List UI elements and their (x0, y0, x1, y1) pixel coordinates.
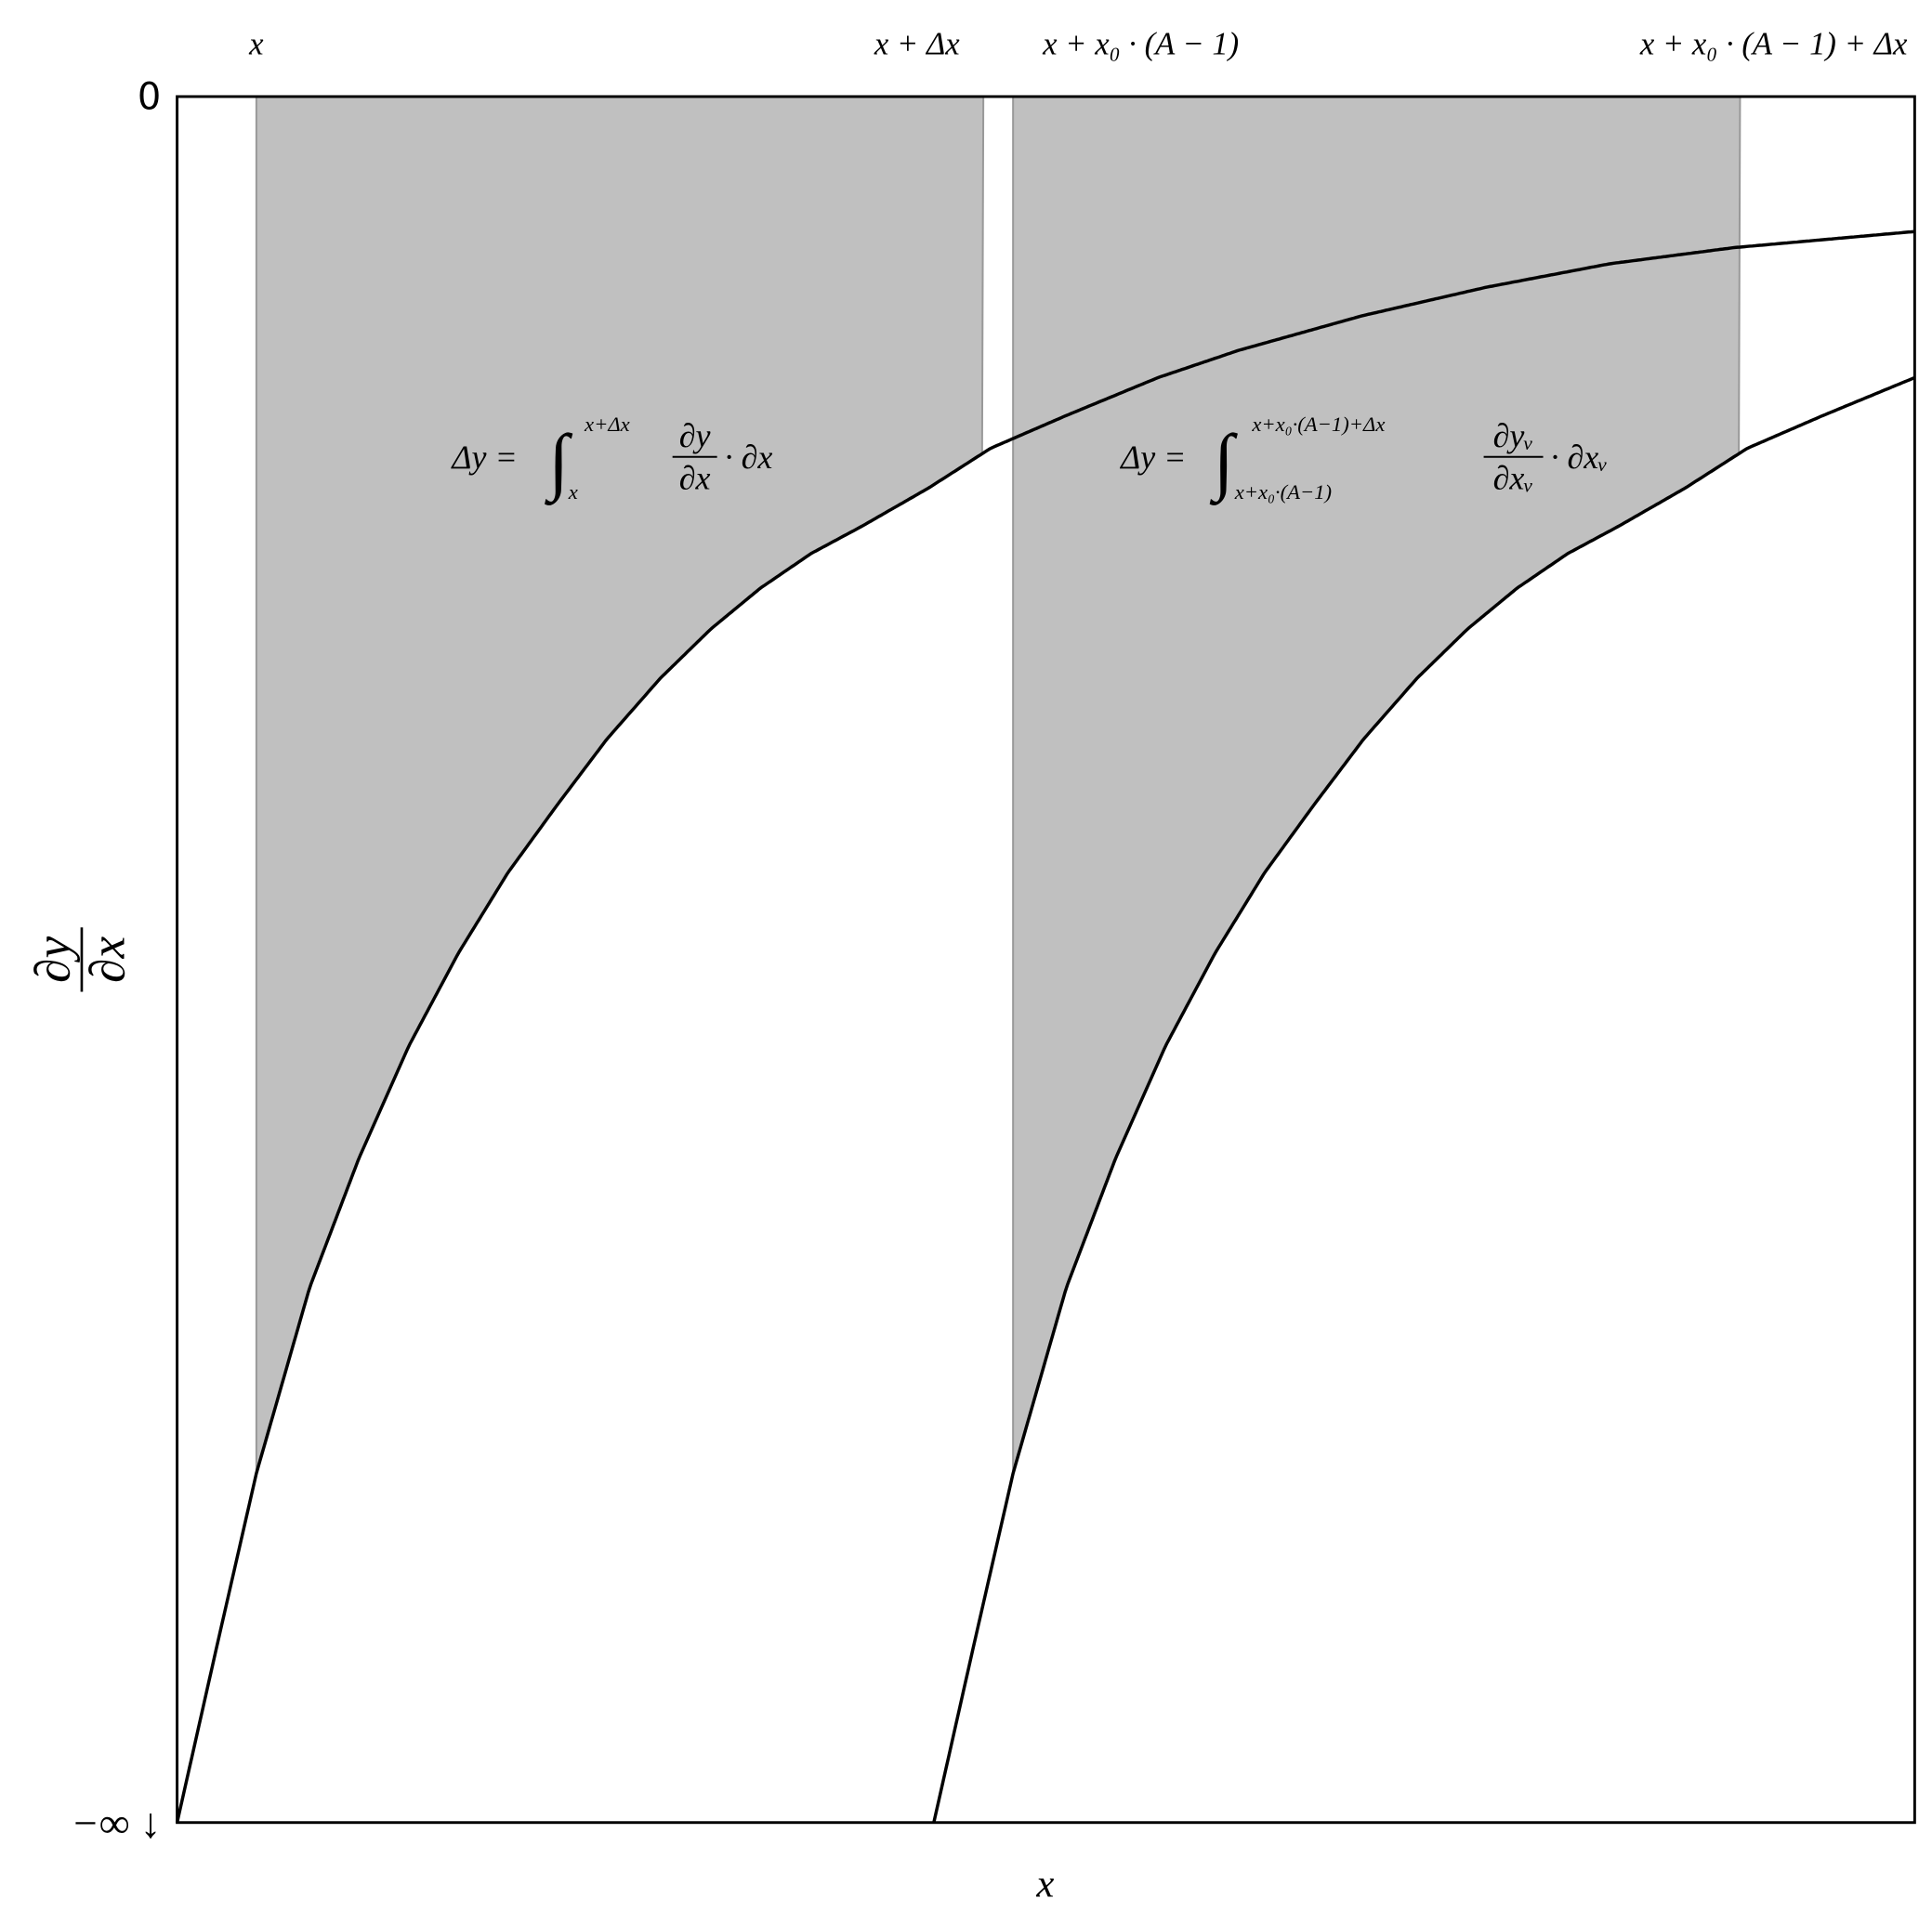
y-top-label: 0 (138, 75, 161, 118)
formula-lhs: Δy = (1119, 439, 1186, 476)
y-label-numerator: ∂y (26, 936, 81, 983)
integral-lower: x (568, 480, 578, 504)
integral-sign: ∫ (544, 420, 573, 505)
integral-upper: x+Δx (584, 412, 630, 436)
curve (175, 229, 1914, 1824)
x-axis-label: x (1035, 1863, 1054, 1906)
fraction-numerator: ∂y (679, 417, 711, 454)
y-label-denominator: ∂x (80, 936, 135, 983)
plot-group: 0 −∞ ↓ x ∂y ∂x x x + Δx x + x₀ · (A − 1)… (26, 27, 1916, 1906)
formula-lhs: Δy = (450, 439, 517, 476)
curve (932, 375, 1915, 1824)
fraction-numerator: ∂yᵥ (1493, 417, 1534, 454)
integral-upper: x+x₀·(A−1)+Δx (1251, 412, 1385, 436)
formula-rest: · ∂xᵥ (1551, 439, 1609, 476)
shaded-areas (255, 95, 1741, 1474)
top-label: x + x₀ · (A − 1) (1042, 27, 1239, 62)
top-label: x + x₀ · (A − 1) + Δx (1639, 27, 1908, 62)
top-label: x + Δx (874, 27, 960, 62)
integral-lower: x+x₀·(A−1) (1234, 480, 1332, 504)
formula-rest: · ∂x (725, 439, 773, 476)
y-bottom-label: −∞ ↓ (71, 1801, 161, 1847)
shaded-area (255, 95, 985, 1474)
fraction-denominator: ∂xᵥ (1493, 459, 1534, 496)
formula: Δy = ∫ x+x₀·(A−1)+Δx x+x₀·(A−1) ∂yᵥ ∂xᵥ … (1119, 412, 1608, 506)
plot-frame (176, 95, 1916, 1825)
formula: Δy = ∫ x+Δx x ∂y ∂x · ∂x (450, 412, 772, 506)
y-axis-label: ∂y ∂x (26, 927, 135, 992)
top-label: x (248, 27, 264, 62)
curves (175, 229, 1915, 1824)
fraction-denominator: ∂x (679, 459, 711, 496)
integral-sign: ∫ (1209, 420, 1239, 505)
shaded-area (1012, 95, 1741, 1474)
